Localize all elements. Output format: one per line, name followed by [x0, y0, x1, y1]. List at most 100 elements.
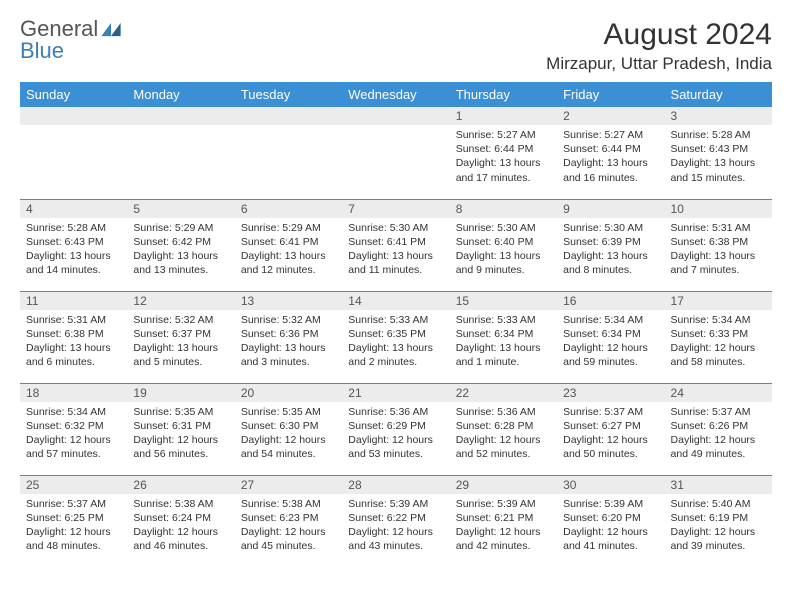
day-info: Sunrise: 5:38 AMSunset: 6:23 PMDaylight:…	[235, 494, 342, 558]
day-info: Sunrise: 5:35 AMSunset: 6:30 PMDaylight:…	[235, 402, 342, 466]
day-info: Sunrise: 5:39 AMSunset: 6:22 PMDaylight:…	[342, 494, 449, 558]
day-info: Sunrise: 5:34 AMSunset: 6:33 PMDaylight:…	[665, 310, 772, 374]
brand-triangle-icon	[101, 19, 121, 41]
weekday-header: Wednesday	[342, 82, 449, 107]
calendar-day-cell: 4Sunrise: 5:28 AMSunset: 6:43 PMDaylight…	[20, 199, 127, 291]
calendar-day-cell: 20Sunrise: 5:35 AMSunset: 6:30 PMDayligh…	[235, 383, 342, 475]
brand-logo: GeneralBlue	[20, 18, 121, 62]
day-info: Sunrise: 5:32 AMSunset: 6:36 PMDaylight:…	[235, 310, 342, 374]
day-info: Sunrise: 5:39 AMSunset: 6:20 PMDaylight:…	[557, 494, 664, 558]
weekday-header: Thursday	[450, 82, 557, 107]
day-number: 3	[665, 107, 772, 125]
day-number-empty	[235, 107, 342, 125]
day-number: 21	[342, 384, 449, 402]
day-number: 12	[127, 292, 234, 310]
day-number: 25	[20, 476, 127, 494]
weekday-header: Monday	[127, 82, 234, 107]
day-number: 2	[557, 107, 664, 125]
calendar-week-row: 11Sunrise: 5:31 AMSunset: 6:38 PMDayligh…	[20, 291, 772, 383]
calendar-day-cell: 10Sunrise: 5:31 AMSunset: 6:38 PMDayligh…	[665, 199, 772, 291]
day-info: Sunrise: 5:32 AMSunset: 6:37 PMDaylight:…	[127, 310, 234, 374]
calendar-day-cell: 3Sunrise: 5:28 AMSunset: 6:43 PMDaylight…	[665, 107, 772, 199]
calendar-day-cell: 29Sunrise: 5:39 AMSunset: 6:21 PMDayligh…	[450, 475, 557, 567]
day-number-empty	[20, 107, 127, 125]
calendar-day-cell	[20, 107, 127, 199]
brand-part-2: Blue	[20, 38, 64, 63]
day-info: Sunrise: 5:29 AMSunset: 6:41 PMDaylight:…	[235, 218, 342, 282]
calendar-week-row: 25Sunrise: 5:37 AMSunset: 6:25 PMDayligh…	[20, 475, 772, 567]
day-number: 15	[450, 292, 557, 310]
calendar-day-cell: 18Sunrise: 5:34 AMSunset: 6:32 PMDayligh…	[20, 383, 127, 475]
day-number: 30	[557, 476, 664, 494]
calendar-day-cell: 31Sunrise: 5:40 AMSunset: 6:19 PMDayligh…	[665, 475, 772, 567]
day-number: 5	[127, 200, 234, 218]
day-number: 11	[20, 292, 127, 310]
day-number: 14	[342, 292, 449, 310]
day-info: Sunrise: 5:33 AMSunset: 6:35 PMDaylight:…	[342, 310, 449, 374]
day-info: Sunrise: 5:34 AMSunset: 6:34 PMDaylight:…	[557, 310, 664, 374]
day-info: Sunrise: 5:36 AMSunset: 6:28 PMDaylight:…	[450, 402, 557, 466]
calendar-day-cell	[342, 107, 449, 199]
header-bar: GeneralBlue August 2024 Mirzapur, Uttar …	[20, 18, 772, 74]
calendar-day-cell: 8Sunrise: 5:30 AMSunset: 6:40 PMDaylight…	[450, 199, 557, 291]
calendar-day-cell: 13Sunrise: 5:32 AMSunset: 6:36 PMDayligh…	[235, 291, 342, 383]
day-number: 29	[450, 476, 557, 494]
calendar-day-cell: 25Sunrise: 5:37 AMSunset: 6:25 PMDayligh…	[20, 475, 127, 567]
calendar-day-cell: 28Sunrise: 5:39 AMSunset: 6:22 PMDayligh…	[342, 475, 449, 567]
calendar-day-cell: 24Sunrise: 5:37 AMSunset: 6:26 PMDayligh…	[665, 383, 772, 475]
day-number: 26	[127, 476, 234, 494]
day-number-empty	[127, 107, 234, 125]
calendar-day-cell: 7Sunrise: 5:30 AMSunset: 6:41 PMDaylight…	[342, 199, 449, 291]
title-block: August 2024 Mirzapur, Uttar Pradesh, Ind…	[546, 18, 772, 74]
day-info: Sunrise: 5:38 AMSunset: 6:24 PMDaylight:…	[127, 494, 234, 558]
calendar-day-cell: 30Sunrise: 5:39 AMSunset: 6:20 PMDayligh…	[557, 475, 664, 567]
day-info: Sunrise: 5:27 AMSunset: 6:44 PMDaylight:…	[450, 125, 557, 189]
day-number: 17	[665, 292, 772, 310]
calendar-day-cell: 27Sunrise: 5:38 AMSunset: 6:23 PMDayligh…	[235, 475, 342, 567]
day-number: 16	[557, 292, 664, 310]
day-info: Sunrise: 5:27 AMSunset: 6:44 PMDaylight:…	[557, 125, 664, 189]
calendar-day-cell: 6Sunrise: 5:29 AMSunset: 6:41 PMDaylight…	[235, 199, 342, 291]
calendar-day-cell: 9Sunrise: 5:30 AMSunset: 6:39 PMDaylight…	[557, 199, 664, 291]
day-number: 4	[20, 200, 127, 218]
day-number: 28	[342, 476, 449, 494]
weekday-header: Sunday	[20, 82, 127, 107]
calendar-week-row: 4Sunrise: 5:28 AMSunset: 6:43 PMDaylight…	[20, 199, 772, 291]
day-info: Sunrise: 5:37 AMSunset: 6:27 PMDaylight:…	[557, 402, 664, 466]
calendar-day-cell: 5Sunrise: 5:29 AMSunset: 6:42 PMDaylight…	[127, 199, 234, 291]
day-number: 7	[342, 200, 449, 218]
calendar-day-cell: 14Sunrise: 5:33 AMSunset: 6:35 PMDayligh…	[342, 291, 449, 383]
day-info: Sunrise: 5:28 AMSunset: 6:43 PMDaylight:…	[20, 218, 127, 282]
calendar-day-cell	[235, 107, 342, 199]
day-number: 9	[557, 200, 664, 218]
weekday-header: Friday	[557, 82, 664, 107]
calendar-table: SundayMondayTuesdayWednesdayThursdayFrid…	[20, 82, 772, 567]
calendar-day-cell: 16Sunrise: 5:34 AMSunset: 6:34 PMDayligh…	[557, 291, 664, 383]
day-info: Sunrise: 5:34 AMSunset: 6:32 PMDaylight:…	[20, 402, 127, 466]
calendar-week-row: 18Sunrise: 5:34 AMSunset: 6:32 PMDayligh…	[20, 383, 772, 475]
day-info: Sunrise: 5:37 AMSunset: 6:25 PMDaylight:…	[20, 494, 127, 558]
day-number: 8	[450, 200, 557, 218]
day-info: Sunrise: 5:30 AMSunset: 6:40 PMDaylight:…	[450, 218, 557, 282]
day-info: Sunrise: 5:33 AMSunset: 6:34 PMDaylight:…	[450, 310, 557, 374]
day-number: 6	[235, 200, 342, 218]
calendar-day-cell: 21Sunrise: 5:36 AMSunset: 6:29 PMDayligh…	[342, 383, 449, 475]
calendar-day-cell	[127, 107, 234, 199]
day-number: 10	[665, 200, 772, 218]
weekday-header-row: SundayMondayTuesdayWednesdayThursdayFrid…	[20, 82, 772, 107]
day-number: 20	[235, 384, 342, 402]
calendar-day-cell: 26Sunrise: 5:38 AMSunset: 6:24 PMDayligh…	[127, 475, 234, 567]
day-number: 22	[450, 384, 557, 402]
day-number: 23	[557, 384, 664, 402]
calendar-week-row: 1Sunrise: 5:27 AMSunset: 6:44 PMDaylight…	[20, 107, 772, 199]
calendar-day-cell: 19Sunrise: 5:35 AMSunset: 6:31 PMDayligh…	[127, 383, 234, 475]
day-info: Sunrise: 5:31 AMSunset: 6:38 PMDaylight:…	[20, 310, 127, 374]
calendar-body: 1Sunrise: 5:27 AMSunset: 6:44 PMDaylight…	[20, 107, 772, 567]
day-info: Sunrise: 5:30 AMSunset: 6:41 PMDaylight:…	[342, 218, 449, 282]
day-info: Sunrise: 5:36 AMSunset: 6:29 PMDaylight:…	[342, 402, 449, 466]
day-number: 18	[20, 384, 127, 402]
calendar-day-cell: 1Sunrise: 5:27 AMSunset: 6:44 PMDaylight…	[450, 107, 557, 199]
calendar-day-cell: 12Sunrise: 5:32 AMSunset: 6:37 PMDayligh…	[127, 291, 234, 383]
day-info: Sunrise: 5:40 AMSunset: 6:19 PMDaylight:…	[665, 494, 772, 558]
day-number: 27	[235, 476, 342, 494]
